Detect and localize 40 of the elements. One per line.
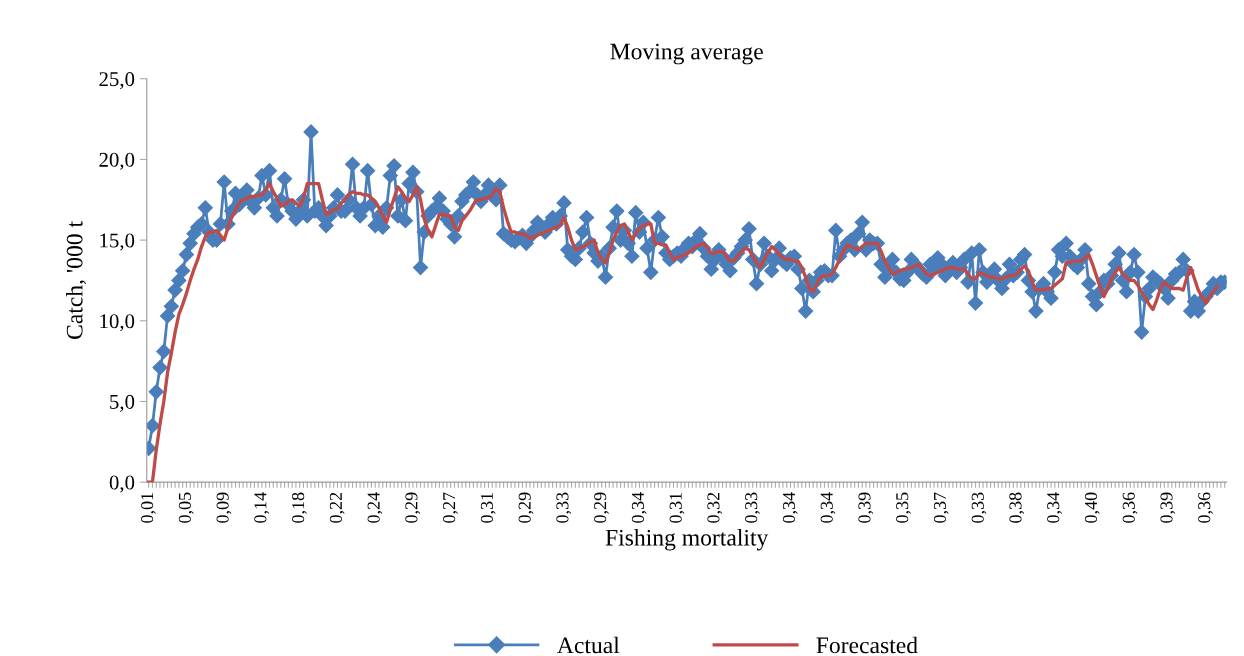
- x-tick-label: 0,40: [1084, 492, 1100, 523]
- x-tick-label: 0,22: [329, 492, 345, 523]
- y-tick-label: 20,0: [99, 152, 135, 170]
- x-tick-label: 0,38: [1009, 492, 1025, 523]
- x-tick-label: 0,31: [669, 492, 685, 523]
- x-tick-label: 0,24: [367, 492, 383, 523]
- x-tick-label: 0,36: [1122, 492, 1138, 523]
- x-tick-label: 0,33: [556, 492, 572, 523]
- legend-label: Actual: [557, 636, 620, 654]
- y-tick-label: 15,0: [100, 233, 135, 251]
- x-tick-label: 0,39: [858, 492, 874, 523]
- x-tick-label: 0,34: [820, 492, 836, 523]
- y-tick-label: 25,0: [99, 72, 135, 90]
- x-tick-label: 0,39: [1160, 492, 1176, 523]
- x-tick-label: 0,36: [1198, 492, 1213, 523]
- y-tick-label: 10,0: [100, 314, 135, 332]
- y-tick-label: 5,0: [110, 394, 135, 412]
- x-tick-label: 0,01: [141, 492, 156, 523]
- x-tick-label: 0,29: [405, 492, 421, 523]
- y-tick-label: 0,0: [109, 475, 135, 493]
- x-tick-label: 0,34: [631, 492, 647, 523]
- x-tick-label: 0,37: [933, 492, 949, 523]
- x-tick-label: 0,29: [518, 492, 534, 523]
- x-tick-label: 0,09: [216, 492, 232, 523]
- x-tick-label: 0,27: [443, 492, 458, 523]
- x-axis-title: Fishing mortality: [605, 529, 769, 551]
- x-tick-label: 0,34: [1047, 492, 1062, 523]
- x-tick-label: 0,14: [254, 492, 270, 523]
- chart-title: Moving average: [610, 43, 763, 65]
- y-axis-title: Catch, '000 t: [66, 221, 87, 339]
- x-tick-label: 0,29: [594, 492, 609, 523]
- legend-label: Forecasted: [816, 636, 918, 654]
- x-tick-label: 0,35: [896, 492, 911, 523]
- x-tick-label: 0,31: [480, 492, 496, 523]
- x-tick-label: 0,18: [292, 492, 307, 523]
- x-tick-label: 0,05: [178, 492, 194, 523]
- x-tick-label: 0,33: [745, 492, 760, 523]
- x-tick-label: 0,33: [971, 492, 987, 523]
- x-tick-label: 0,34: [782, 492, 798, 523]
- x-tick-label: 0,32: [707, 492, 723, 523]
